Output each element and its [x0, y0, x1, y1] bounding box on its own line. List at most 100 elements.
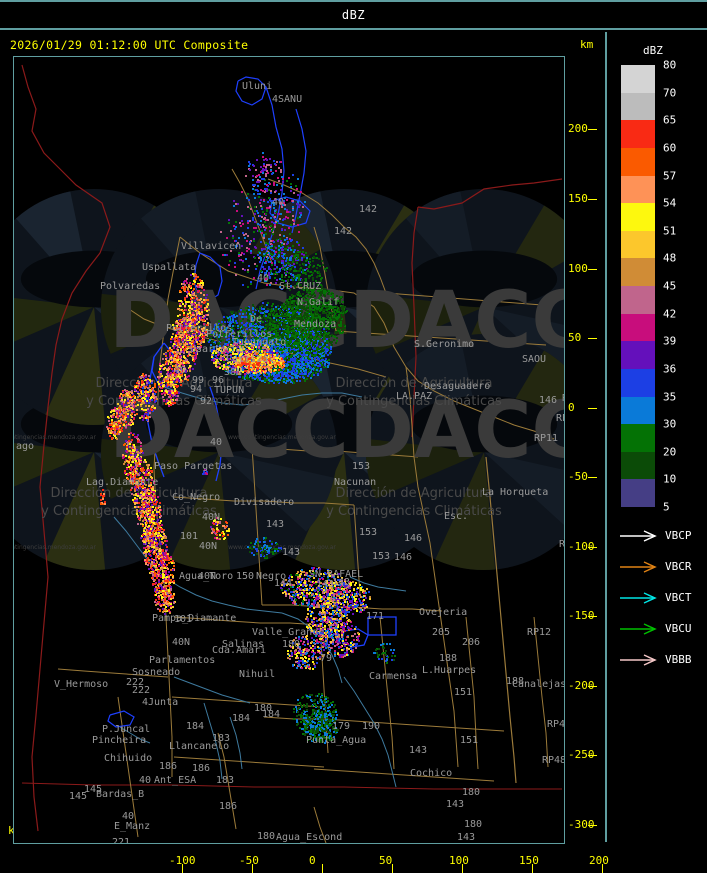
- echo-pixel: [269, 206, 271, 208]
- echo-pixel: [322, 343, 324, 345]
- echo-pixel: [289, 327, 291, 329]
- echo-pixel: [253, 327, 255, 329]
- echo-pixel: [228, 358, 230, 360]
- echo-pixel: [271, 328, 273, 330]
- echo-pixel: [237, 331, 239, 333]
- echo-pixel: [308, 358, 310, 360]
- echo-pixel: [308, 347, 310, 349]
- echo-pixel: [283, 193, 285, 195]
- echo-pixel: [279, 379, 281, 381]
- echo-pixel: [292, 215, 294, 217]
- echo-pixel: [247, 333, 249, 335]
- echo-pixel: [300, 323, 302, 325]
- echo-pixel: [276, 376, 278, 378]
- echo-pixel: [256, 159, 258, 161]
- echo-pixel: [253, 374, 255, 376]
- echo-pixel: [328, 362, 330, 364]
- echo-pixel: [283, 308, 285, 310]
- echo-pixel: [282, 355, 284, 357]
- echo-pixel: [230, 356, 232, 358]
- echo-pixel: [294, 349, 296, 351]
- echo-pixel: [280, 169, 282, 171]
- echo-pixel: [251, 345, 253, 347]
- echo-pixel: [228, 335, 230, 337]
- echo-pixel: [242, 362, 244, 364]
- echo-pixel: [276, 308, 278, 310]
- echo-pixel: [235, 320, 237, 322]
- echo-pixel: [299, 376, 301, 378]
- echo-pixel: [244, 361, 246, 363]
- echo-pixel: [244, 336, 246, 338]
- echo-pixel: [326, 361, 328, 363]
- echo-pixel: [297, 178, 299, 180]
- echo-pixel: [262, 321, 264, 323]
- echo-pixel: [249, 369, 251, 371]
- echo-pixel: [328, 290, 330, 292]
- echo-pixel: [291, 347, 293, 349]
- echo-pixel: [342, 314, 344, 316]
- echo-pixel: [325, 302, 327, 304]
- watermark-text: www.contingencias.mendoza.gov.ar: [14, 544, 96, 551]
- echo-pixel: [234, 228, 236, 230]
- echo-pixel: [295, 343, 297, 345]
- echo-pixel: [239, 346, 241, 348]
- echo-pixel: [282, 336, 284, 338]
- echo-pixel: [295, 328, 297, 330]
- echo-pixel: [323, 323, 325, 325]
- echo-pixel: [340, 312, 342, 314]
- echo-pixel: [213, 348, 215, 350]
- echo-pixel: [259, 215, 261, 217]
- echo-pixel: [267, 308, 269, 310]
- echo-pixel: [321, 297, 323, 299]
- echo-pixel: [269, 364, 271, 366]
- echo-pixel: [266, 275, 268, 277]
- map-canvas[interactable]: DACCDACCDACCDACCDirección de Agricultura…: [13, 56, 565, 844]
- echo-pixel: [339, 300, 341, 302]
- echo-pixel: [327, 319, 329, 321]
- echo-pixel: [231, 367, 233, 369]
- echo-pixel: [282, 342, 284, 344]
- echo-pixel: [227, 344, 229, 346]
- echo-pixel: [334, 336, 336, 338]
- echo-pixel: [261, 367, 263, 369]
- echo-pixel: [283, 378, 285, 380]
- echo-pixel: [309, 293, 311, 295]
- echo-pixel: [289, 233, 291, 235]
- echo-pixel: [258, 196, 260, 198]
- echo-pixel: [250, 252, 252, 254]
- echo-pixel: [243, 316, 245, 318]
- echo-pixel: [244, 375, 246, 377]
- echo-pixel: [280, 322, 282, 324]
- echo-pixel: [215, 355, 217, 357]
- echo-pixel: [256, 338, 258, 340]
- echo-pixel: [315, 304, 317, 306]
- echo-pixel: [277, 357, 279, 359]
- echo-pixel: [314, 350, 316, 352]
- watermark-text: Dirección de Agricultura: [335, 486, 492, 501]
- echo-pixel: [228, 222, 230, 224]
- echo-pixel: [219, 367, 221, 369]
- echo-pixel: [274, 354, 276, 356]
- echo-pixel: [289, 375, 291, 377]
- echo-pixel: [331, 313, 333, 315]
- radar-range-rings-group: [14, 189, 564, 570]
- echo-pixel: [299, 342, 301, 344]
- echo-pixel: [298, 231, 300, 233]
- echo-pixel: [262, 211, 264, 213]
- echo-pixel: [282, 375, 284, 377]
- echo-pixel: [298, 361, 300, 363]
- echo-pixel: [293, 192, 295, 194]
- echo-pixel: [301, 311, 303, 313]
- echo-pixel: [257, 379, 259, 381]
- echo-pixel: [229, 361, 231, 363]
- echo-pixel: [272, 258, 274, 260]
- echo-pixel: [290, 186, 292, 188]
- echo-pixel: [292, 320, 294, 322]
- echo-pixel: [213, 350, 215, 352]
- echo-pixel: [282, 372, 284, 374]
- echo-pixel: [274, 369, 276, 371]
- echo-pixel: [270, 282, 272, 284]
- echo-pixel: [229, 330, 231, 332]
- echo-pixel: [268, 377, 270, 379]
- echo-pixel: [273, 380, 275, 382]
